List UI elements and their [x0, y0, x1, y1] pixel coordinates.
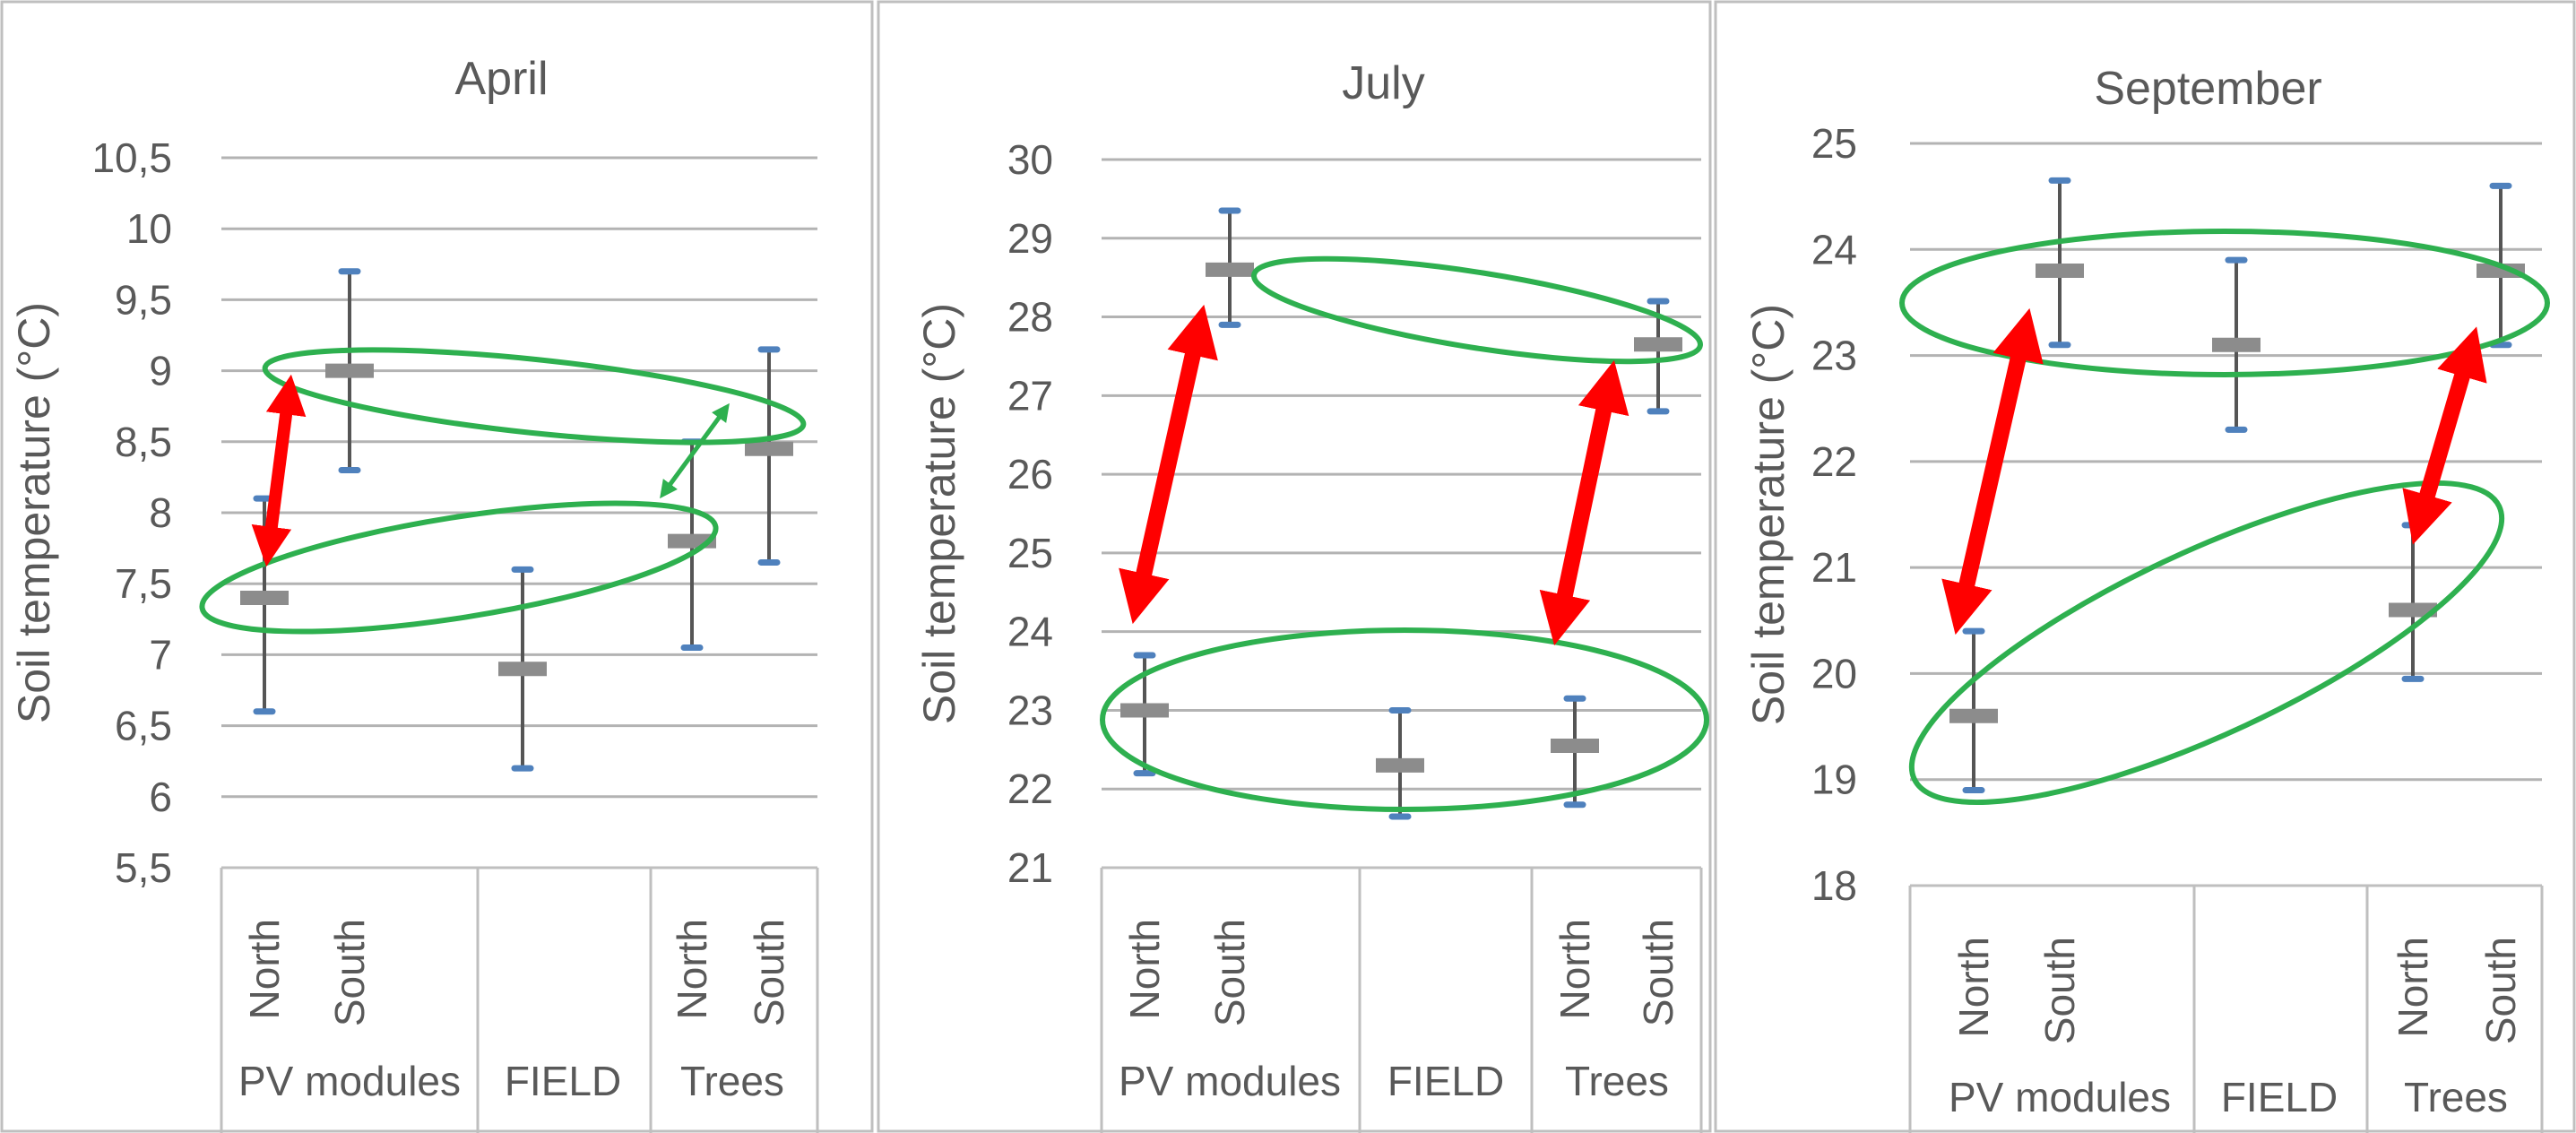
data-point — [745, 346, 793, 566]
highlight-ellipse — [1899, 229, 2550, 377]
x-group-label: FIELD — [1387, 1058, 1504, 1104]
data-point — [1949, 627, 1998, 794]
y-tick-label: 10,5 — [91, 134, 172, 181]
x-category-label: South — [1206, 919, 1253, 1026]
x-category-label: South — [326, 919, 373, 1026]
highlight-ellipse — [1100, 627, 1709, 812]
green-double-arrow — [660, 402, 730, 499]
y-tick-label: 22 — [1811, 438, 1857, 485]
y-tick-label: 6,5 — [115, 703, 172, 749]
x-group-label: FIELD — [505, 1058, 621, 1104]
x-group-label: Trees — [1565, 1058, 1669, 1104]
x-category-label: North — [669, 919, 715, 1019]
y-tick-label: 21 — [1811, 544, 1857, 591]
y-tick-label: 19 — [1811, 757, 1857, 803]
y-tick-label: 7 — [149, 631, 172, 678]
data-point — [2212, 256, 2260, 433]
data-point — [1376, 706, 1424, 820]
data-point — [1634, 298, 1682, 415]
y-tick-label: 9,5 — [115, 276, 172, 323]
highlight-ellipse — [1908, 480, 2505, 806]
red-double-arrow — [1119, 304, 1218, 625]
panel-september: September Soil temperature (°C) 25 24 23 22 21… — [1714, 0, 2576, 1133]
panel-frame — [877, 0, 1712, 1133]
y-tick-label: 27 — [1007, 372, 1053, 419]
data-point — [2389, 522, 2437, 682]
y-tick-label: 22 — [1007, 765, 1053, 812]
y-axis-label: Soil temperature (°C) — [1743, 304, 1794, 725]
y-axis-label: Soil temperature (°C) — [914, 303, 964, 724]
x-category-label: North — [241, 919, 288, 1019]
y-tick-label: 24 — [1007, 609, 1053, 655]
y-tick-label: 5,5 — [115, 844, 172, 891]
data-point — [240, 495, 289, 715]
y-tick-label: 28 — [1007, 294, 1053, 341]
x-category-label: North — [1121, 919, 1168, 1019]
x-group-label: PV modules — [1119, 1058, 1341, 1104]
y-tick-label: 23 — [1007, 687, 1053, 733]
x-group-label: Trees — [2404, 1074, 2508, 1120]
y-tick-label: 23 — [1811, 333, 1857, 379]
y-tick-label: 25 — [1007, 530, 1053, 576]
x-category-label: North — [2390, 937, 2436, 1037]
data-point — [2036, 177, 2084, 349]
panel-april: April Soil temperature (°C) 10,5 10 9,5 9 8,5 8… — [0, 0, 874, 1133]
y-tick-label: 26 — [1007, 451, 1053, 497]
y-tick-label: 7,5 — [115, 560, 172, 607]
y-tick-label: 18 — [1811, 862, 1857, 909]
x-category-label: South — [746, 919, 792, 1026]
y-axis-label: Soil temperature (°C) — [9, 302, 59, 723]
panel-frame — [1714, 0, 2576, 1133]
x-group-label: FIELD — [2221, 1074, 2338, 1120]
data-point — [1551, 695, 1599, 809]
x-category-label: North — [1950, 937, 1997, 1037]
y-tick-label: 30 — [1007, 136, 1053, 183]
x-group-label: PV modules — [1949, 1074, 2171, 1120]
panel-july: July Soil temperature (°C) 30 29 28 27 26 25 24 2… — [877, 0, 1712, 1133]
chart-title: July — [1342, 57, 1424, 109]
y-tick-label: 8,5 — [115, 419, 172, 465]
y-tick-label: 6 — [149, 774, 172, 820]
y-tick-label: 10 — [126, 205, 172, 252]
data-point — [325, 268, 374, 473]
highlight-ellipse — [262, 347, 807, 445]
data-point — [498, 566, 547, 772]
y-tick-label: 24 — [1811, 226, 1857, 272]
chart-title: September — [2094, 63, 2321, 115]
red-double-arrow — [1941, 307, 2044, 636]
red-double-arrow — [251, 374, 307, 567]
highlight-ellipse — [1251, 255, 1703, 365]
x-category-label: South — [1635, 919, 1681, 1026]
y-tick-label: 29 — [1007, 215, 1053, 262]
panel-frame — [0, 0, 874, 1133]
annotation-layer — [199, 229, 2550, 812]
chart-title: April — [454, 53, 548, 105]
red-double-arrow — [2402, 326, 2487, 545]
x-group-label: Trees — [680, 1058, 784, 1104]
y-tick-label: 8 — [149, 489, 172, 536]
x-category-label: South — [2477, 937, 2524, 1044]
x-category-label: North — [1552, 919, 1598, 1019]
y-tick-label: 25 — [1811, 120, 1857, 167]
y-tick-label: 9 — [149, 348, 172, 394]
y-tick-label: 21 — [1007, 844, 1053, 891]
x-group-label: PV modules — [238, 1058, 461, 1104]
data-point — [1206, 207, 1254, 328]
x-category-label: South — [2036, 937, 2083, 1044]
red-double-arrow — [1539, 359, 1629, 646]
y-tick-label: 20 — [1811, 650, 1857, 696]
highlight-ellipse — [199, 500, 719, 635]
